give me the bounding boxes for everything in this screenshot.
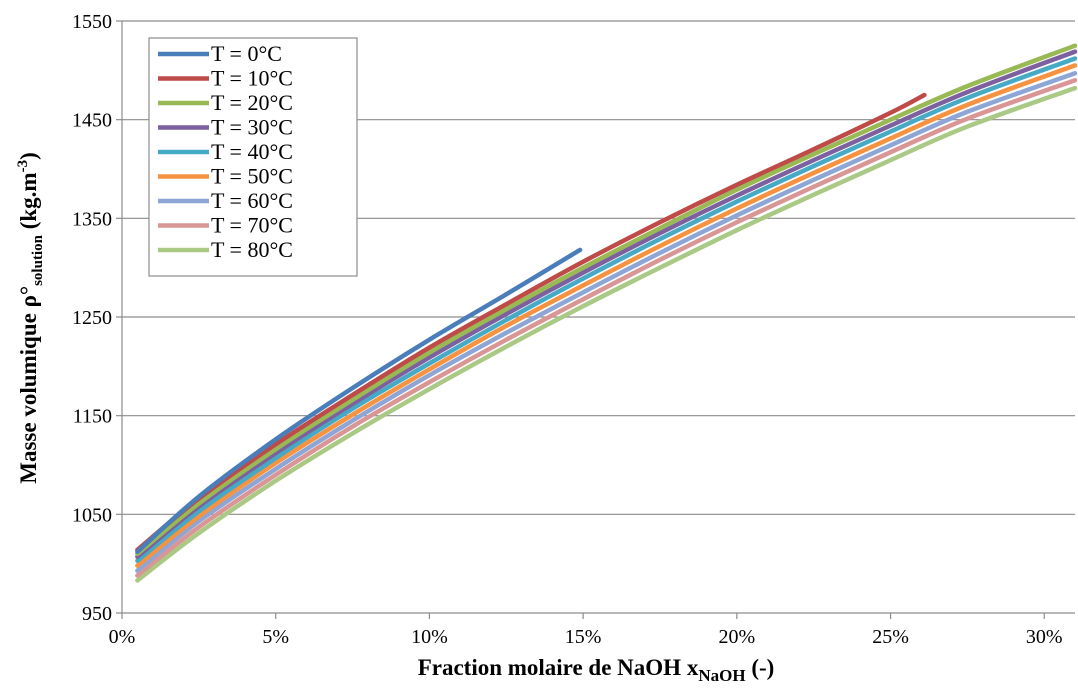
legend-label-t-70-c: T = 70°C: [211, 213, 293, 238]
x-axis-title: Fraction molaire de NaOH xNaOH (-): [418, 655, 775, 685]
y-tick-label: 1350: [72, 208, 112, 230]
legend-label-t-10-c: T = 10°C: [211, 66, 293, 91]
series-line-t-0-c: [135, 247, 583, 555]
y-axis-title: Masse volumique ρ°solution (kg.m-3): [15, 152, 46, 484]
y-tick-label: 1050: [72, 504, 112, 526]
series-line-t-70-c: [135, 77, 1078, 578]
legend-label-t-60-c: T = 60°C: [211, 188, 293, 213]
x-tick-label: 10%: [411, 626, 448, 648]
legend-label-t-80-c: T = 80°C: [211, 237, 293, 262]
legend-label-t-20-c: T = 20°C: [211, 90, 293, 115]
y-tick-label: 1150: [73, 406, 112, 428]
legend-label-t-0-c: T = 0°C: [211, 41, 282, 66]
x-tick-label: 30%: [1026, 626, 1063, 648]
legend: T = 0°CT = 10°CT = 20°CT = 30°CT = 40°CT…: [148, 37, 358, 277]
legend-label-t-40-c: T = 40°C: [211, 139, 293, 164]
x-tick-label: 5%: [262, 626, 289, 648]
x-tick-label: 0%: [109, 626, 136, 648]
axes: 950 1050 1150 1250 1350 1450 1550 0% 5% 10% 15% 20%…: [72, 11, 1075, 648]
legend-label-t-30-c: T = 30°C: [211, 115, 293, 140]
y-tick-label: 1450: [72, 110, 112, 132]
x-tick-label: 20%: [719, 626, 756, 648]
y-tick-label: 950: [82, 603, 112, 625]
series-line-t-30-c: [135, 49, 1078, 560]
series-lines: [135, 43, 1078, 583]
x-tick-label: 15%: [565, 626, 602, 648]
series-line-t-60-c: [135, 71, 1078, 573]
series-line-t-40-c: [135, 56, 1078, 563]
y-tick-label: 1550: [72, 11, 112, 33]
y-tick-label: 1250: [72, 307, 112, 329]
x-tick-label: 25%: [872, 626, 909, 648]
series-line-t-50-c: [135, 63, 1078, 568]
legend-label-t-50-c: T = 50°C: [211, 164, 293, 189]
series-line-t-80-c: [135, 85, 1078, 583]
series-line-t-10-c: [135, 92, 927, 553]
series-line-t-20-c: [135, 43, 1078, 557]
